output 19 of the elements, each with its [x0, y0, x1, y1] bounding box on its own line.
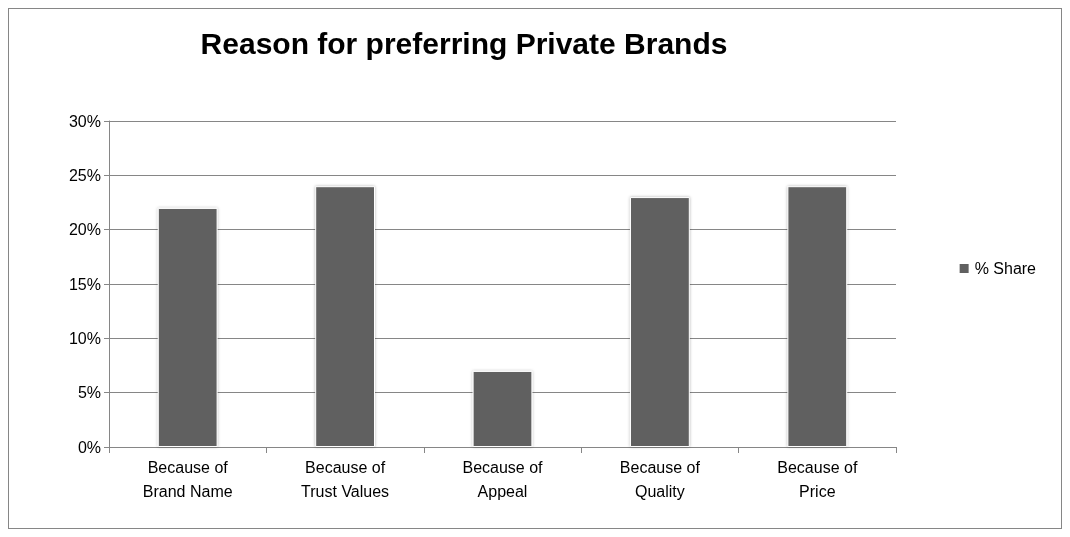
chart-title: Reason for preferring Private Brands [200, 26, 728, 60]
legend-label: % Share [974, 260, 1037, 277]
bar [787, 186, 848, 447]
y-tick-label: 30% [68, 112, 101, 130]
y-tick-label: 0% [77, 438, 101, 456]
bar [629, 197, 690, 447]
bar [472, 370, 533, 447]
x-tick-label: Because of Appeal [462, 458, 544, 500]
y-tick-label: 5% [77, 384, 101, 402]
y-tick-label: 20% [68, 221, 101, 239]
bar [157, 207, 218, 447]
bar [315, 186, 376, 447]
x-tick-label: Because of Price [777, 458, 858, 500]
y-tick-label: 15% [68, 275, 101, 293]
x-tick-label: Because of Trust Values [301, 458, 390, 500]
x-tick-label: Because of Quality [619, 458, 701, 500]
y-tick-label: 25% [68, 166, 101, 184]
y-tick-label: 10% [68, 329, 101, 347]
x-tick-label: Because of Brand Name [142, 458, 233, 500]
